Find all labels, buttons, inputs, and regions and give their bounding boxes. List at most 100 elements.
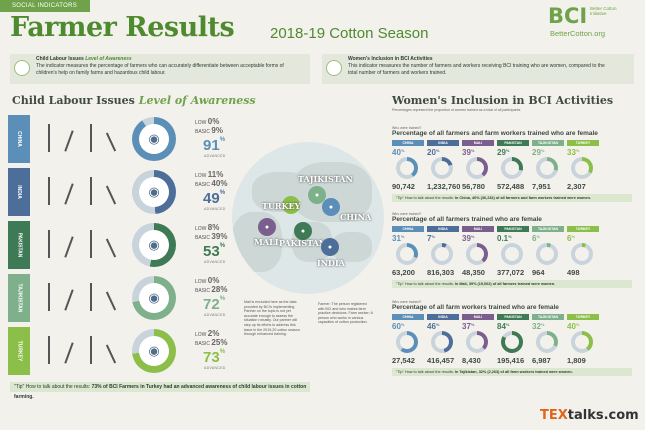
section-title: Percentage of all farm workers trained w… (392, 304, 559, 311)
percent-ring (536, 331, 558, 353)
child-icon (14, 60, 30, 76)
country-header: MALI (462, 226, 494, 232)
country-header: PAKISTAN (497, 314, 529, 320)
awareness-ring: ◉ (132, 276, 176, 320)
inclusion-cell: 6% (532, 234, 567, 265)
female-percent: 39% (462, 148, 475, 157)
inclusion-cell: 84% (497, 322, 532, 353)
inclusion-cell: 29% (497, 148, 532, 179)
percent-ring (431, 243, 453, 265)
logo-url: BetterCotton.org (550, 29, 606, 38)
child-labour-heading: Child Labour Issues Level of Awareness (12, 94, 256, 107)
inclusion-cell: 39% (462, 234, 497, 265)
basic-stat: BASIC 40% (195, 179, 228, 188)
percent-ring (501, 157, 523, 179)
inclusion-section: Who were trained? Percentage of all farm… (392, 300, 632, 376)
figure-line (105, 132, 117, 152)
country-headers: CHINA INDIA MALI PAKISTAN TAJIKISTAN TURKEY (392, 140, 632, 146)
country-tab: TURKEY (8, 327, 30, 375)
inclusion-cell: 33% (567, 148, 602, 179)
awareness-ring: ◉ (132, 329, 176, 373)
inclusion-cell: 20% (427, 148, 462, 179)
country-header: TURKEY (567, 314, 599, 320)
section-title: Percentage of all farmers trained who ar… (392, 216, 542, 223)
label-turkey: TURKEY (262, 201, 301, 211)
figure-line (48, 283, 50, 311)
section-title: Percentage of all farmers and farm worke… (392, 130, 598, 137)
basic-stat: BASIC 39% (195, 232, 228, 241)
female-percent: 29% (497, 148, 510, 157)
advanced-label: ADVANCED (204, 260, 226, 264)
country-headers: CHINA INDIA MALI PAKISTAN TAJIKISTAN TURKEY (392, 226, 632, 232)
section-question: Who were trained? (392, 126, 422, 130)
total-trained: 416,457 (427, 356, 455, 365)
label-mali: MALI (254, 237, 279, 247)
intro-title: Child Labour Issues Level of Awareness (36, 56, 132, 62)
country-header: TAJIKISTAN (532, 226, 564, 232)
percent-ring (466, 243, 488, 265)
total-trained: 377,072 (497, 268, 525, 277)
label-tajikistan: TAJIKISTAN (298, 174, 353, 184)
percent-rings: 40% 20% 39% 29% 29% 33% (392, 148, 632, 179)
inclusion-section: Who were trained? Percentage of all farm… (392, 126, 632, 202)
female-percent: 7% (427, 234, 436, 243)
country-header: TURKEY (567, 140, 599, 146)
percent-ring (431, 157, 453, 179)
inclusion-cell: 40% (392, 148, 427, 179)
pin-turkey: ● (282, 196, 300, 214)
eye-icon: ◉ (139, 177, 169, 207)
female-percent: 32% (532, 322, 545, 331)
child-labour-tip: "Tip" How to talk about the results: 73%… (10, 382, 310, 400)
figure-line (105, 185, 117, 205)
advanced-label: ADVANCED (204, 154, 226, 158)
total-trained: 90,742 (392, 182, 415, 191)
country-header: PAKISTAN (497, 140, 529, 146)
percent-ring (501, 331, 523, 353)
advanced-stat: 53% (203, 243, 226, 260)
total-trained: 48,350 (462, 268, 485, 277)
page-title: Farmer Results (10, 12, 235, 43)
female-percent: 0.1% (497, 234, 512, 243)
figure-line (105, 238, 117, 258)
total-trained: 63,200 (392, 268, 415, 277)
intro-text: The indicator measures the percentage of… (36, 63, 284, 76)
figure-line (48, 177, 50, 205)
low-stat: LOW 0% (195, 276, 220, 285)
country-header: CHINA (392, 140, 424, 146)
definitions-note: Farmer: The person registered with BCI a… (318, 302, 373, 325)
world-map (232, 142, 384, 294)
farmer-figures-illustration (38, 224, 124, 266)
country-headers: CHINA INDIA MALI PAKISTAN TAJIKISTAN TURKEY (392, 314, 632, 320)
totals-row: 90,742 1,232,760 56,780 572,488 7,951 2,307 (392, 182, 632, 191)
percent-ring (536, 243, 558, 265)
pin-pakistan: ● (294, 222, 312, 240)
farmer-figures-illustration (38, 118, 124, 160)
inclusion-cell: 6% (567, 234, 602, 265)
figure-line (90, 336, 92, 364)
country-header: MALI (462, 140, 494, 146)
farmer-figures-illustration (38, 171, 124, 213)
advanced-stat: 91% (203, 137, 226, 154)
textalks-logo: TEXtalks.com (540, 408, 639, 423)
inclusion-cell: 37% (462, 322, 497, 353)
percent-ring (466, 331, 488, 353)
intro-title: Women's Inclusion in BCI Activities (348, 56, 433, 62)
percent-ring (571, 331, 593, 353)
inclusion-cell: 32% (532, 322, 567, 353)
advanced-label: ADVANCED (204, 366, 226, 370)
low-stat: LOW 8% (195, 223, 220, 232)
percent-rings: 60% 46% 37% 84% 32% 40% (392, 322, 632, 353)
advanced-stat: 49% (203, 190, 226, 207)
women-icon (326, 60, 342, 76)
country-tab: INDIA (8, 168, 30, 216)
female-percent: 84% (497, 322, 510, 331)
country-header: PAKISTAN (497, 226, 529, 232)
percent-ring (501, 243, 523, 265)
section-question: Who were trained? (392, 300, 422, 304)
percent-ring (396, 243, 418, 265)
inclusion-cell: 29% (532, 148, 567, 179)
percent-ring (536, 157, 558, 179)
female-percent: 31% (392, 234, 405, 243)
country-tab: CHINA (8, 115, 30, 163)
eye-icon: ◉ (139, 336, 169, 366)
